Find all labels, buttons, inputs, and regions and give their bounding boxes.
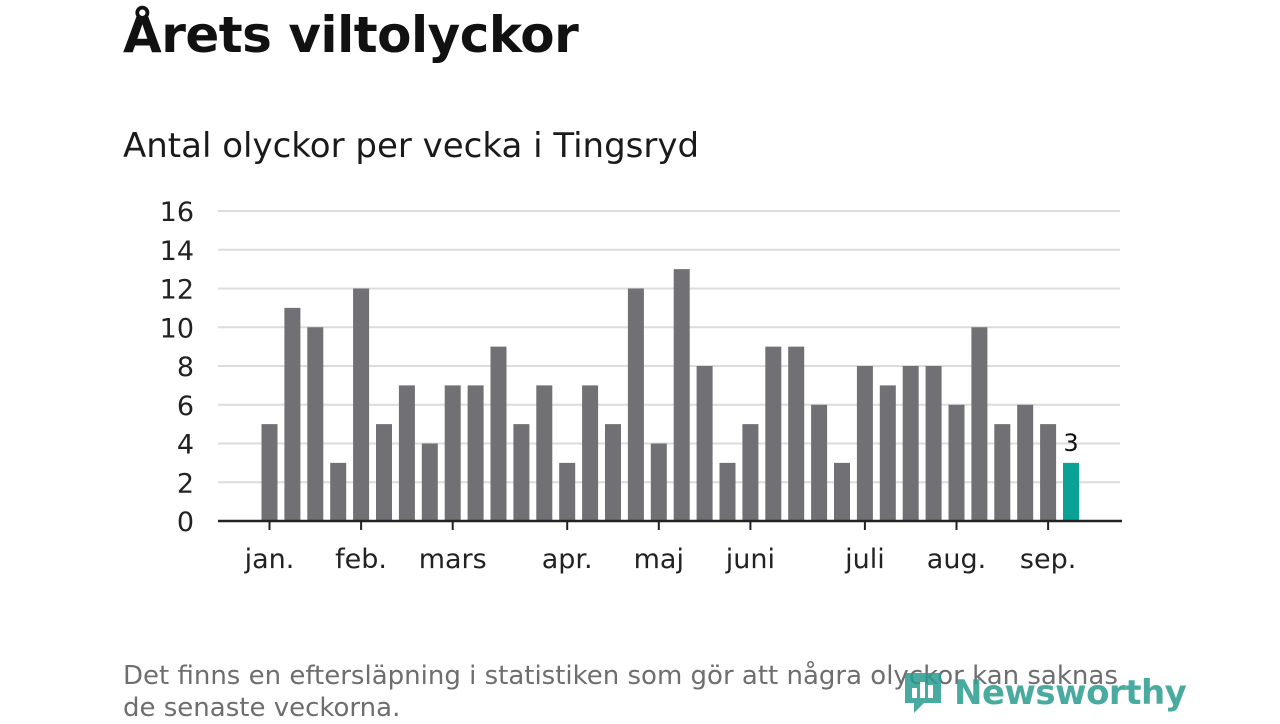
bar (353, 288, 370, 521)
bar (467, 385, 484, 521)
bar (307, 327, 324, 521)
newsworthy-logo-text: Newsworthy (954, 673, 1187, 713)
bar (261, 424, 278, 521)
y-tick-label: 8 (177, 352, 194, 383)
bar (765, 346, 782, 521)
bar (925, 366, 942, 521)
bar (559, 462, 576, 521)
bar (444, 385, 461, 521)
bar (856, 366, 873, 521)
newsworthy-logo-icon (905, 673, 941, 713)
bar (1040, 424, 1057, 521)
bar (605, 424, 621, 521)
bar (284, 307, 301, 521)
y-tick-label: 12 (160, 275, 194, 306)
y-tick-label: 14 (160, 236, 194, 267)
bar (902, 366, 919, 521)
bar (513, 424, 530, 521)
chart-title: Årets viltolyckor (123, 6, 579, 64)
bar (398, 385, 415, 521)
y-tick-label: 10 (160, 313, 194, 344)
newsworthy-logo: Newsworthy (902, 668, 1187, 718)
bar-chart: 0 2 4 6 8 10 12 14 16 jan. feb. mars apr. maj juni jul… (160, 197, 1122, 575)
x-tick-label: aug. (927, 544, 986, 575)
x-tick-label: apr. (542, 544, 593, 575)
bars (261, 269, 1079, 521)
bar (650, 443, 667, 521)
bar (376, 424, 392, 521)
y-tick-label: 4 (177, 430, 194, 461)
data-label: 3 (1063, 429, 1078, 457)
y-axis-ticks: 0 2 4 6 8 10 12 14 16 (160, 197, 194, 538)
bar (948, 404, 965, 521)
x-tick-label: jan. (244, 544, 295, 575)
bar-highlight (1063, 462, 1079, 521)
bar (811, 404, 828, 521)
bar (971, 327, 988, 521)
x-tick-label: maj (634, 544, 684, 575)
bar (582, 385, 599, 521)
bar (1017, 404, 1034, 521)
x-axis-ticks: jan. feb. mars apr. maj juni juli aug. sep. (244, 521, 1076, 575)
y-tick-label: 6 (177, 391, 194, 422)
bar (490, 346, 507, 521)
y-tick-label: 0 (177, 507, 194, 538)
bar (330, 462, 347, 521)
bar (834, 462, 850, 521)
x-tick-label: mars (419, 544, 487, 575)
y-tick-label: 16 (160, 197, 194, 228)
bar (696, 366, 713, 521)
bar (742, 424, 759, 521)
x-tick-label: feb. (335, 544, 387, 575)
x-tick-label: juni (725, 544, 775, 575)
data-labels: 3 (1063, 429, 1078, 457)
bar (421, 443, 438, 521)
footnote: Det finns en eftersläpning i statistiken… (123, 661, 1118, 723)
bar (879, 385, 896, 521)
x-tick-label: sep. (1020, 544, 1076, 575)
bar (627, 288, 644, 521)
y-tick-label: 2 (177, 468, 194, 499)
chart-subtitle: Antal olyckor per vecka i Tingsryd (123, 126, 700, 166)
bar (536, 385, 553, 521)
bar (994, 424, 1011, 521)
x-tick-label: juli (844, 544, 885, 575)
bar (788, 346, 805, 521)
bar (673, 269, 690, 521)
bar (719, 462, 736, 521)
